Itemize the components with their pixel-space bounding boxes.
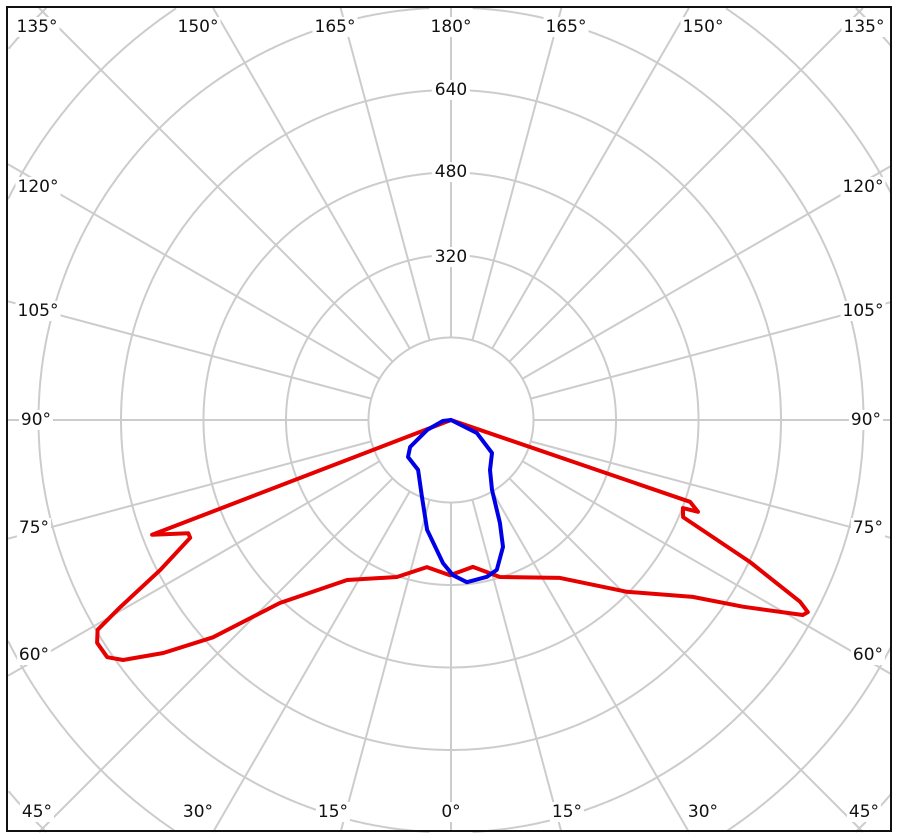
grid-spoke [471, 499, 563, 833]
radial-label: 320 [431, 247, 471, 267]
angle-label: 15° [549, 802, 585, 822]
grid-spoke [7, 440, 372, 540]
angle-label: 135° [841, 17, 887, 37]
angle-label: 120° [15, 177, 61, 197]
angle-label: 45° [846, 802, 882, 822]
angle-label: 90° [848, 410, 884, 430]
grid-spoke [521, 460, 893, 676]
angle-label: 105° [840, 301, 886, 321]
angle-label: 165° [312, 17, 358, 37]
angle-label: 150° [175, 17, 221, 37]
grid-spoke [471, 7, 563, 341]
red-curve [95, 418, 810, 662]
grid-ring [7, 7, 892, 833]
angle-label: 45° [19, 802, 55, 822]
chart-frame [6, 6, 892, 832]
grid-spoke [530, 300, 893, 400]
angle-label: 60° [850, 645, 886, 665]
grid-spoke [7, 163, 381, 380]
grid-spoke [339, 7, 431, 341]
angle-label: 90° [18, 410, 54, 430]
grid-spoke [339, 499, 431, 833]
grid-spoke [212, 490, 411, 833]
angle-label: 15° [315, 802, 351, 822]
grid-spoke [7, 460, 381, 677]
grid-spoke [530, 440, 893, 540]
blue-curve [406, 418, 505, 585]
grid-spoke [491, 7, 690, 350]
angle-label: 60° [16, 645, 52, 665]
radial-label: 640 [431, 80, 471, 100]
grid-spoke [508, 477, 864, 833]
grid-spoke [7, 300, 372, 400]
grid-spoke [508, 7, 864, 363]
angle-label: 105° [15, 301, 61, 321]
radial-label: 480 [431, 162, 471, 182]
angle-label: 75° [850, 518, 886, 538]
grid-spoke [521, 164, 893, 380]
angle-label: 135° [14, 17, 60, 37]
angle-label: 150° [680, 17, 726, 37]
angle-label: 75° [16, 518, 52, 538]
grid-spoke [212, 7, 411, 350]
curves [95, 418, 810, 662]
grid-spoke [38, 7, 394, 363]
angle-label: 30° [685, 802, 721, 822]
angle-label: 120° [840, 177, 886, 197]
angle-label: 165° [543, 17, 589, 37]
grid-spoke [491, 490, 690, 833]
angle-label: 30° [180, 802, 216, 822]
angle-label: 0° [439, 802, 463, 822]
angle-label: 180° [428, 17, 474, 37]
grid-spoke [38, 477, 394, 833]
grid [7, 7, 893, 833]
